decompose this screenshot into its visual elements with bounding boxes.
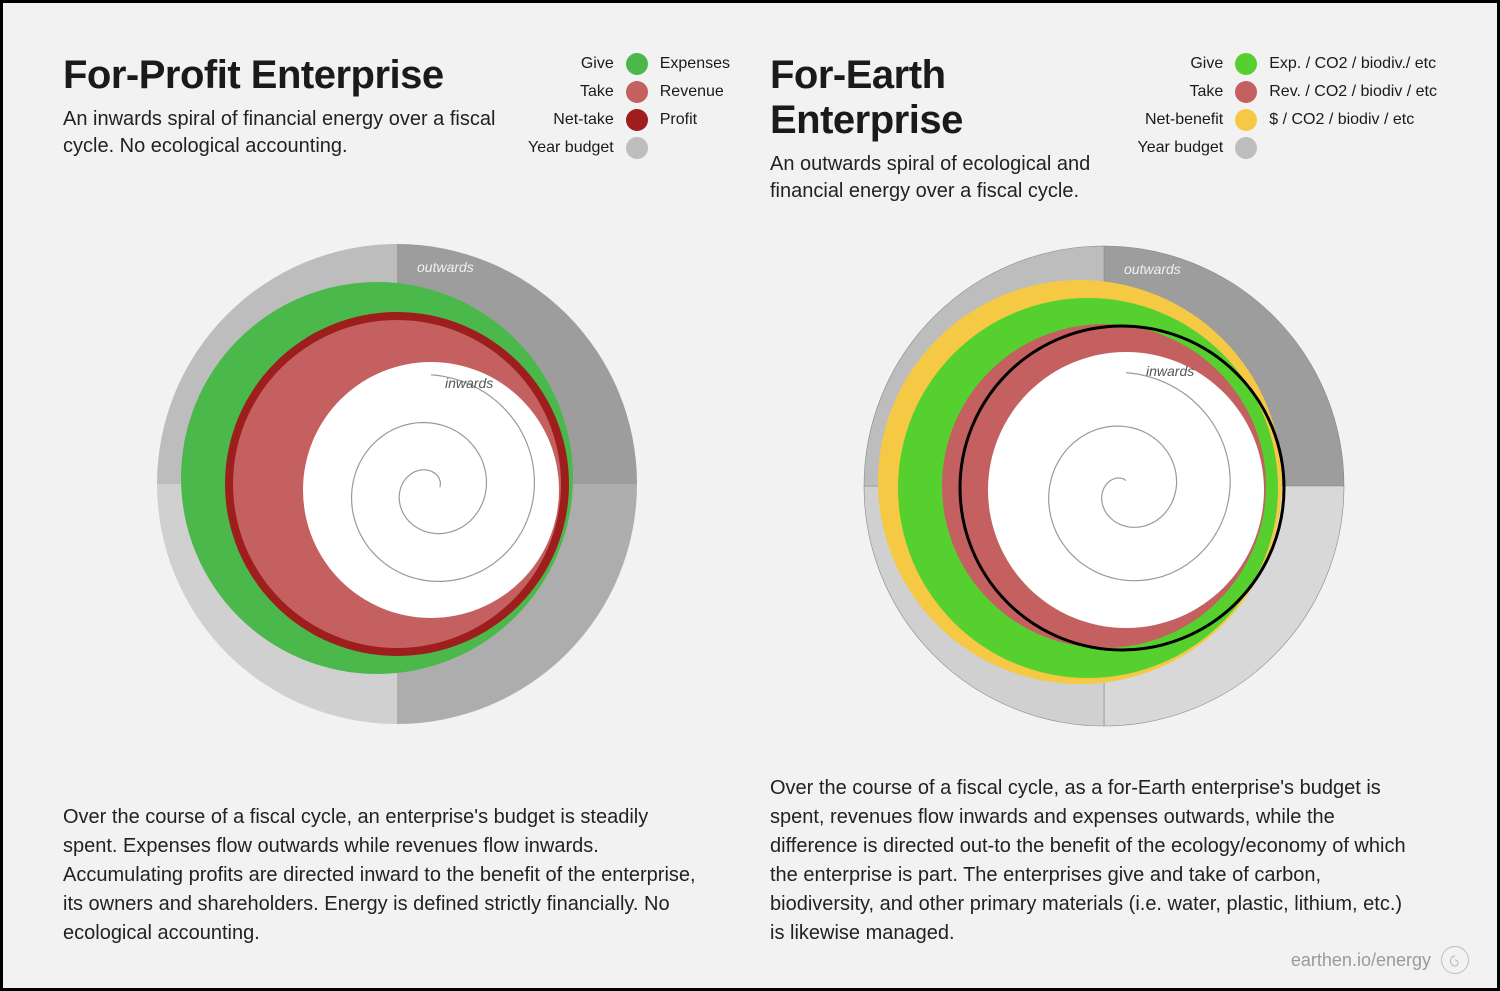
right-caption: Over the course of a fiscal cycle, as a … bbox=[770, 774, 1410, 948]
page-frame: For-Profit Enterprise An inwards spiral … bbox=[0, 0, 1500, 991]
legend-right-label: Exp. / CO2 / biodiv./ etc bbox=[1269, 55, 1437, 73]
right-column: For-Earth Enterprise An outwards spiral … bbox=[770, 53, 1437, 948]
svg-text:inwards: inwards bbox=[445, 375, 493, 391]
legend-right-label: Expenses bbox=[660, 55, 730, 73]
credit-line: earthen.io/energy bbox=[1291, 946, 1469, 974]
legend-left-label: Year budget bbox=[528, 139, 614, 157]
legend-right-label: Profit bbox=[660, 111, 730, 129]
left-caption: Over the course of a fiscal cycle, an en… bbox=[63, 803, 703, 948]
left-header-text: For-Profit Enterprise An inwards spiral … bbox=[63, 53, 504, 160]
legend-color-dot bbox=[1235, 137, 1257, 159]
right-header-row: For-Earth Enterprise An outwards spiral … bbox=[770, 53, 1437, 205]
legend-color-dot bbox=[626, 53, 648, 75]
legend-left-label: Take bbox=[528, 83, 614, 101]
legend-color-dot bbox=[1235, 109, 1257, 131]
svg-text:outwards: outwards bbox=[417, 259, 474, 275]
left-spiral-diagram: outwards inwards bbox=[137, 224, 657, 744]
legend-left-label: Net-take bbox=[528, 111, 614, 129]
columns: For-Profit Enterprise An inwards spiral … bbox=[63, 53, 1437, 948]
legend-left-label: Take bbox=[1138, 83, 1224, 101]
legend-left-label: Give bbox=[528, 55, 614, 73]
legend-color-dot bbox=[1235, 53, 1257, 75]
legend-right-label: $ / CO2 / biodiv / etc bbox=[1269, 111, 1437, 129]
left-subtitle: An inwards spiral of financial energy ov… bbox=[63, 106, 504, 160]
right-subtitle: An outwards spiral of ecological and fin… bbox=[770, 151, 1114, 205]
left-legend: Give Expenses Take Revenue Net-take Profit Yea… bbox=[528, 53, 730, 159]
left-column: For-Profit Enterprise An inwards spiral … bbox=[63, 53, 730, 948]
right-legend: Give Exp. / CO2 / biodiv./ etc Take Rev. / … bbox=[1138, 53, 1437, 159]
legend-left-label: Net-benefit bbox=[1138, 111, 1224, 129]
credit-text: earthen.io/energy bbox=[1291, 950, 1431, 971]
legend-color-dot bbox=[626, 81, 648, 103]
left-diagram-wrap: outwards inwards bbox=[63, 173, 730, 795]
legend-color-dot bbox=[626, 137, 648, 159]
legend-left-label: Year budget bbox=[1138, 139, 1224, 157]
left-header-row: For-Profit Enterprise An inwards spiral … bbox=[63, 53, 730, 173]
legend-right-label: Revenue bbox=[660, 83, 730, 101]
svg-text:inwards: inwards bbox=[1146, 363, 1194, 379]
spiral-icon bbox=[1441, 946, 1469, 974]
legend-color-dot bbox=[626, 109, 648, 131]
right-spiral-diagram: outwards inwards bbox=[844, 226, 1364, 746]
svg-text:outwards: outwards bbox=[1124, 261, 1181, 277]
left-title: For-Profit Enterprise bbox=[63, 53, 504, 98]
right-title: For-Earth Enterprise bbox=[770, 53, 1114, 143]
right-diagram-wrap: outwards inwards bbox=[770, 205, 1437, 766]
legend-left-label: Give bbox=[1138, 55, 1224, 73]
legend-color-dot bbox=[1235, 81, 1257, 103]
legend-right-label: Rev. / CO2 / biodiv / etc bbox=[1269, 83, 1437, 101]
right-header-text: For-Earth Enterprise An outwards spiral … bbox=[770, 53, 1114, 205]
